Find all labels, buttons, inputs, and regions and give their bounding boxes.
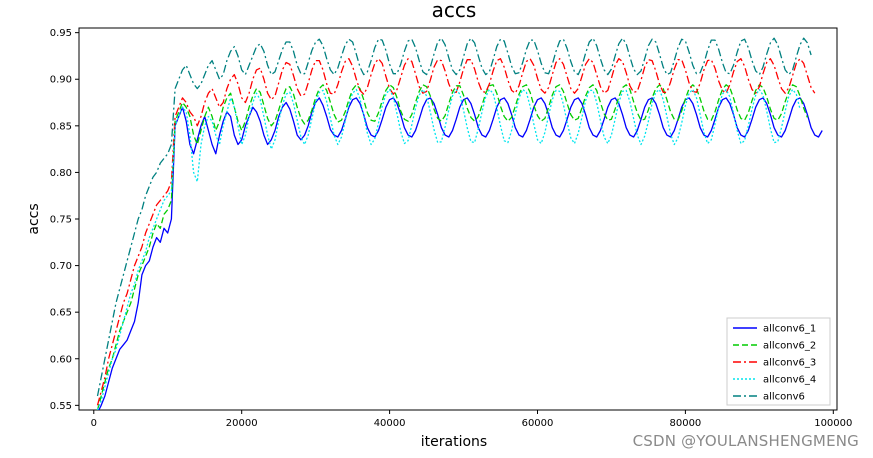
series-line-allconv6 xyxy=(96,37,812,397)
x-tick-label: 40000 xyxy=(374,418,406,429)
y-axis-title: accs xyxy=(26,203,42,234)
y-tick-label: 0.90 xyxy=(50,75,72,86)
legend-label-allconv6_1: allconv6_1 xyxy=(763,324,816,335)
series-layer xyxy=(96,37,823,410)
chart-title: accs xyxy=(432,0,477,22)
x-axis-ticks: 0 20000 40000 60000 80000 100000 xyxy=(91,410,852,429)
y-tick-label: 0.65 xyxy=(50,308,72,319)
legend: allconv6_1 allconv6_2 allconv6_3 allconv6_4… xyxy=(726,317,831,406)
x-tick-label: 80000 xyxy=(669,418,701,429)
legend-label-allconv6_3: allconv6_3 xyxy=(763,358,816,369)
series-line-allconv6_1 xyxy=(98,97,823,410)
x-axis-title: iterations xyxy=(421,434,487,450)
y-tick-label: 0.75 xyxy=(50,215,72,226)
legend-label-allconv6: allconv6 xyxy=(763,392,805,403)
y-tick-label: 0.95 xyxy=(50,28,72,39)
y-tick-label: 0.70 xyxy=(50,261,72,272)
y-tick-label: 0.80 xyxy=(50,168,72,179)
y-tick-label: 0.85 xyxy=(50,121,72,132)
legend-label-allconv6_2: allconv6_2 xyxy=(763,341,816,352)
watermark-text: CSDN @YOULANSHENGMENG xyxy=(632,432,859,450)
series-line-allconv6_4 xyxy=(96,88,801,410)
x-tick-label: 100000 xyxy=(814,418,852,429)
x-tick-label: 60000 xyxy=(522,418,554,429)
x-tick-label: 20000 xyxy=(226,418,258,429)
y-tick-label: 0.55 xyxy=(50,401,72,412)
y-tick-label: 0.60 xyxy=(50,354,72,365)
series-line-allconv6_3 xyxy=(96,58,816,406)
series-line-allconv6_2 xyxy=(96,84,809,410)
x-tick-label: 0 xyxy=(91,418,97,429)
legend-label-allconv6_4: allconv6_4 xyxy=(763,375,816,386)
y-axis-ticks: 0.55 0.60 0.65 0.70 0.75 0.80 0.85 0.90 0.95 xyxy=(50,28,79,412)
